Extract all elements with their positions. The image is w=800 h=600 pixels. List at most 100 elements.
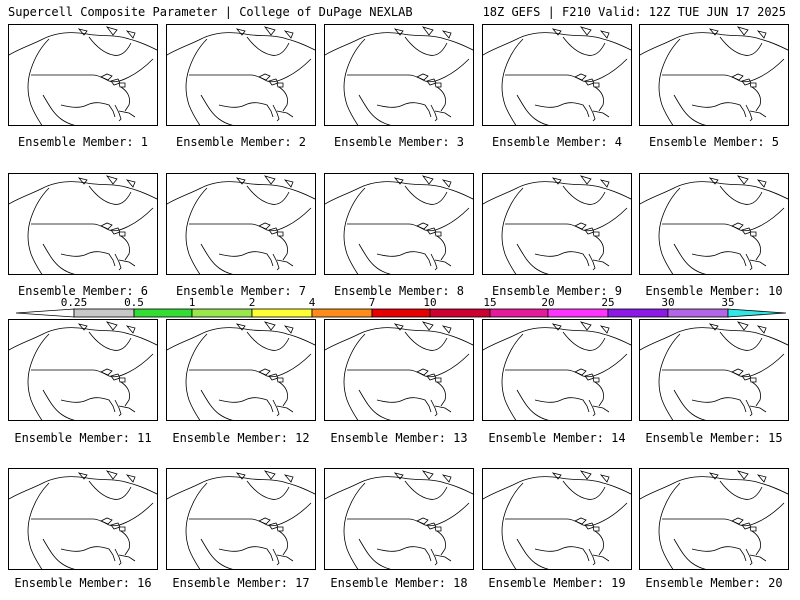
- us-canada-border: [31, 502, 154, 527]
- cuba: [276, 110, 294, 118]
- hudson-bay: [719, 185, 763, 205]
- ensemble-member-label: Ensemble Member: 8: [333, 284, 465, 298]
- florida: [114, 399, 122, 417]
- ensemble-map: [325, 175, 473, 274]
- colorbar-tick-label: 35: [721, 296, 734, 309]
- cuba: [592, 259, 610, 267]
- gulf-coast: [691, 546, 747, 562]
- ensemble-map-panel: [482, 319, 632, 421]
- colorbar-segment: [547, 308, 609, 318]
- atlantic-coast: [120, 86, 130, 112]
- ensemble-map-panel: [482, 468, 632, 570]
- florida: [430, 548, 438, 566]
- ensemble-member-label: Ensemble Member: 17: [172, 576, 310, 590]
- us-canada-border: [347, 207, 470, 232]
- colorbar-tick-label: 0.25: [61, 296, 88, 309]
- coastline-west: [343, 38, 366, 125]
- ensemble-member-label: Ensemble Member: 6: [17, 284, 149, 298]
- ensemble-member-label: Ensemble Member: 12: [172, 431, 310, 445]
- colorbar-segment: [607, 308, 669, 318]
- florida: [114, 548, 122, 566]
- ensemble-member-label: Ensemble Member: 19: [488, 576, 626, 590]
- us-canada-border: [662, 353, 785, 378]
- atlantic-coast: [436, 530, 446, 556]
- ensemble-map: [9, 26, 157, 125]
- florida: [588, 399, 596, 417]
- colorbar-segment: [371, 308, 431, 318]
- arctic-islands: [235, 175, 294, 188]
- ensemble-map: [167, 470, 315, 569]
- coastline: [9, 476, 157, 500]
- colorbar-segment: [191, 308, 253, 318]
- colorbar-tick-label: 4: [309, 296, 316, 309]
- arctic-islands: [393, 470, 452, 483]
- ensemble-map: [640, 470, 788, 569]
- mexico: [358, 389, 391, 420]
- arctic-islands: [393, 175, 452, 188]
- gulf-coast: [60, 251, 116, 267]
- ensemble-map-panel: [166, 468, 316, 570]
- arctic-islands: [393, 321, 452, 334]
- hudson-bay: [562, 36, 606, 56]
- arctic-islands: [77, 26, 136, 39]
- gulf-coast: [376, 251, 432, 267]
- colorbar-tick-label: 0.5: [124, 296, 144, 309]
- cuba: [749, 405, 767, 413]
- cuba: [592, 405, 610, 413]
- cuba: [592, 110, 610, 118]
- atlantic-coast: [751, 86, 761, 112]
- coastline: [640, 32, 788, 56]
- coastline-west: [501, 482, 524, 569]
- ensemble-map-panel: [166, 173, 316, 275]
- arctic-islands: [551, 26, 610, 39]
- coastline: [483, 181, 631, 205]
- coastline: [167, 327, 315, 351]
- florida: [588, 548, 596, 566]
- coastline-west: [658, 482, 681, 569]
- colorbar-segment: [311, 308, 373, 318]
- ensemble-map-panel: [166, 24, 316, 126]
- hudson-bay: [246, 480, 290, 500]
- ensemble-member-label: Ensemble Member: 14: [488, 431, 626, 445]
- hudson-bay: [246, 331, 290, 351]
- hudson-bay: [404, 331, 448, 351]
- hudson-bay: [88, 480, 132, 500]
- mexico: [200, 94, 233, 125]
- us-canada-border: [662, 207, 785, 232]
- ensemble-map-panel: [639, 468, 789, 570]
- coastline: [9, 327, 157, 351]
- ensemble-map: [483, 26, 631, 125]
- ensemble-map: [640, 175, 788, 274]
- mexico: [673, 538, 706, 569]
- gulf-coast: [691, 102, 747, 118]
- atlantic-coast: [278, 235, 288, 261]
- florida: [745, 253, 753, 271]
- colorbar-arrow-left: [15, 308, 75, 318]
- hudson-bay: [246, 36, 290, 56]
- mexico: [516, 389, 549, 420]
- cuba: [749, 554, 767, 562]
- us-canada-border: [31, 353, 154, 378]
- cuba: [434, 110, 452, 118]
- coastline-west: [658, 38, 681, 125]
- hudson-bay: [88, 36, 132, 56]
- coastline-west: [185, 482, 208, 569]
- coastline: [325, 181, 473, 205]
- us-canada-border: [347, 58, 470, 83]
- ensemble-map: [9, 175, 157, 274]
- coastline-west: [343, 482, 366, 569]
- cuba: [749, 259, 767, 267]
- coastline-west: [185, 187, 208, 274]
- colorbar-tick-label: 7: [369, 296, 376, 309]
- ensemble-map: [325, 26, 473, 125]
- arctic-islands: [77, 470, 136, 483]
- ensemble-map: [483, 175, 631, 274]
- coastline-west: [27, 38, 50, 125]
- ensemble-map: [167, 321, 315, 420]
- ensemble-map: [325, 321, 473, 420]
- atlantic-coast: [278, 381, 288, 407]
- coastline: [325, 476, 473, 500]
- coastline: [167, 476, 315, 500]
- ensemble-map-panel: [639, 24, 789, 126]
- coastline: [483, 476, 631, 500]
